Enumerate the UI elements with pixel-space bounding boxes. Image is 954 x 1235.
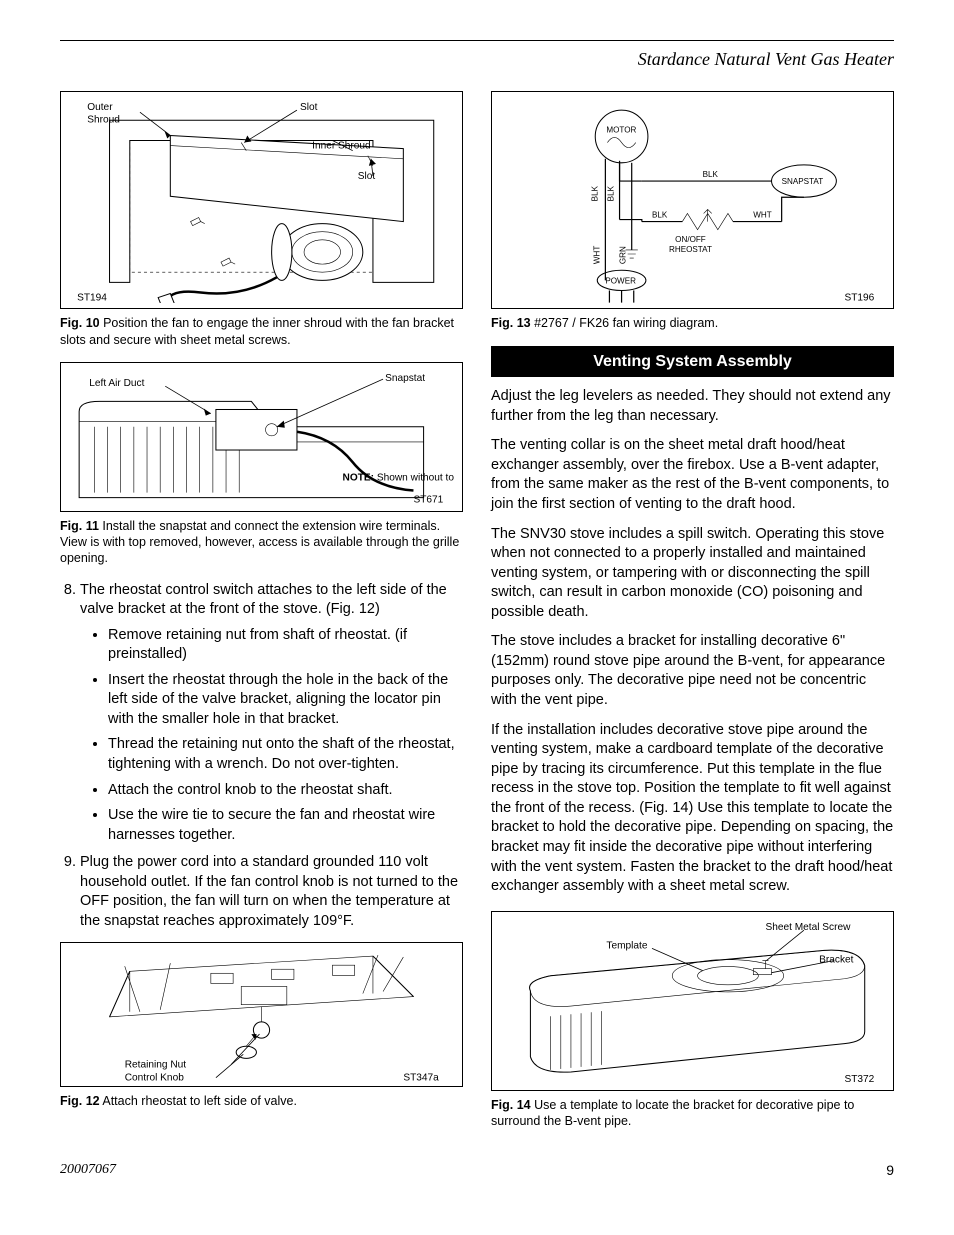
page-header-title: Stardance Natural Vent Gas Heater (60, 45, 894, 71)
fig11-note-bold: NOTE: (343, 472, 375, 483)
fig11-caption-bold: Fig. 11 (60, 519, 99, 533)
step-8-bullets: Remove retaining nut from shaft of rheos… (80, 626, 463, 846)
page-footer: 20007067 9 (60, 1161, 894, 1180)
fig13-caption-text: #2767 / FK26 fan wiring diagram. (531, 316, 719, 330)
step-8-bullet-2: Insert the rheostat through the hole in … (108, 671, 463, 730)
para-4: The stove includes a bracket for install… (491, 632, 894, 710)
step-8-bullet-3: Thread the retaining nut onto the shaft … (108, 735, 463, 774)
fig13-rheostat: RHEOSTAT (669, 245, 712, 254)
fig13-blk1: BLK (590, 186, 599, 202)
step-8-text: The rheostat control switch attaches to … (80, 582, 447, 618)
fig13-motor: MOTOR (606, 126, 636, 135)
figure-13-caption: Fig. 13 #2767 / FK26 fan wiring diagram. (491, 315, 894, 331)
fig10-caption-bold: Fig. 10 (60, 316, 100, 330)
instruction-steps: The rheostat control switch attaches to … (60, 581, 463, 932)
step-8-bullet-1: Remove retaining nut from shaft of rheos… (108, 626, 463, 665)
fig14-caption-text: Use a template to locate the bracket for… (491, 1098, 854, 1128)
fig12-label-nut: Retaining Nut (125, 1059, 187, 1070)
fig10-label-outer: Outer (87, 102, 113, 113)
fig13-caption-bold: Fig. 13 (491, 316, 531, 330)
fig14-template: Template (606, 940, 647, 951)
figure-12-caption: Fig. 12 Attach rheostat to left side of … (60, 1093, 463, 1109)
header-rule (60, 40, 894, 41)
fig14-code: ST372 (844, 1074, 874, 1085)
left-column: Outer Shroud Slot Inner Shroud Slot ST19… (60, 91, 463, 1143)
figure-11-caption: Fig. 11 Install the snapstat and connect… (60, 518, 463, 567)
step-8-bullet-5: Use the wire tie to secure the fan and r… (108, 806, 463, 845)
figure-11-diagram: Left Air Duct Snapstat NOTE: Shown witho… (60, 362, 463, 512)
fig13-blk4: BLK (652, 211, 668, 220)
figure-12-diagram: Retaining Nut Control Knob ST347a (60, 942, 463, 1087)
step-8-bullet-4: Attach the control knob to the rheostat … (108, 781, 463, 801)
figure-13-diagram: MOTOR SNAPSTAT ON/OFF (491, 91, 894, 309)
figure-14-diagram: Template Sheet Metal Screw Bracket ST372 (491, 911, 894, 1091)
fig14-bracket: Bracket (819, 954, 854, 965)
fig13-code: ST196 (844, 293, 874, 303)
figure-10-diagram: Outer Shroud Slot Inner Shroud Slot ST19… (60, 91, 463, 309)
para-1: Adjust the leg levelers as needed. They … (491, 387, 894, 426)
fig12-caption-bold: Fig. 12 (60, 1094, 100, 1108)
fig11-caption-text: Install the snapstat and connect the ext… (60, 519, 459, 566)
fig12-caption-text: Attach rheostat to left side of valve. (100, 1094, 297, 1108)
fig10-label-outer2: Shroud (87, 115, 120, 126)
fig13-onoff: ON/OFF (675, 235, 706, 244)
two-column-layout: Outer Shroud Slot Inner Shroud Slot ST19… (60, 91, 894, 1143)
fig11-label-duct: Left Air Duct (89, 378, 144, 389)
step-9: Plug the power cord into a standard grou… (80, 853, 463, 931)
svg-text:NOTE: Shown without top for cl: NOTE: Shown without top for clarity. (343, 472, 454, 483)
para-5: If the installation includes decorative … (491, 721, 894, 897)
fig10-label-inner: Inner Shroud (312, 141, 371, 152)
para-2: The venting collar is on the sheet metal… (491, 436, 894, 514)
fig12-label-knob: Control Knob (125, 1072, 184, 1082)
fig14-caption-bold: Fig. 14 (491, 1098, 531, 1112)
fig11-note: Shown without top for clarity. (374, 472, 454, 483)
step-8: The rheostat control switch attaches to … (80, 581, 463, 846)
fig11-label-snapstat: Snapstat (385, 373, 425, 384)
section-heading: Venting System Assembly (491, 346, 894, 378)
para-3: The SNV30 stove includes a spill switch.… (491, 525, 894, 623)
fig13-wht1: WHT (753, 211, 771, 220)
fig10-code: ST194 (77, 293, 107, 303)
footer-page: 9 (886, 1161, 894, 1180)
figure-14-caption: Fig. 14 Use a template to locate the bra… (491, 1097, 894, 1130)
fig13-wht2: WHT (592, 246, 601, 264)
fig11-code: ST671 (413, 494, 443, 505)
fig14-screw: Sheet Metal Screw (765, 922, 851, 933)
fig13-blk3: BLK (703, 170, 719, 179)
fig13-grn: GRN (619, 246, 628, 264)
right-column: MOTOR SNAPSTAT ON/OFF (491, 91, 894, 1143)
fig13-snapstat: SNAPSTAT (782, 177, 824, 186)
figure-10-caption: Fig. 10 Position the fan to engage the i… (60, 315, 463, 348)
fig10-caption-text: Position the fan to engage the inner shr… (60, 316, 454, 346)
fig13-blk2: BLK (606, 186, 615, 202)
footer-docnum: 20007067 (60, 1161, 116, 1180)
fig10-label-slot1: Slot (300, 102, 318, 113)
fig12-code: ST347a (403, 1072, 439, 1082)
fig10-label-slot2: Slot (358, 171, 376, 182)
fig13-power: POWER (605, 277, 636, 286)
